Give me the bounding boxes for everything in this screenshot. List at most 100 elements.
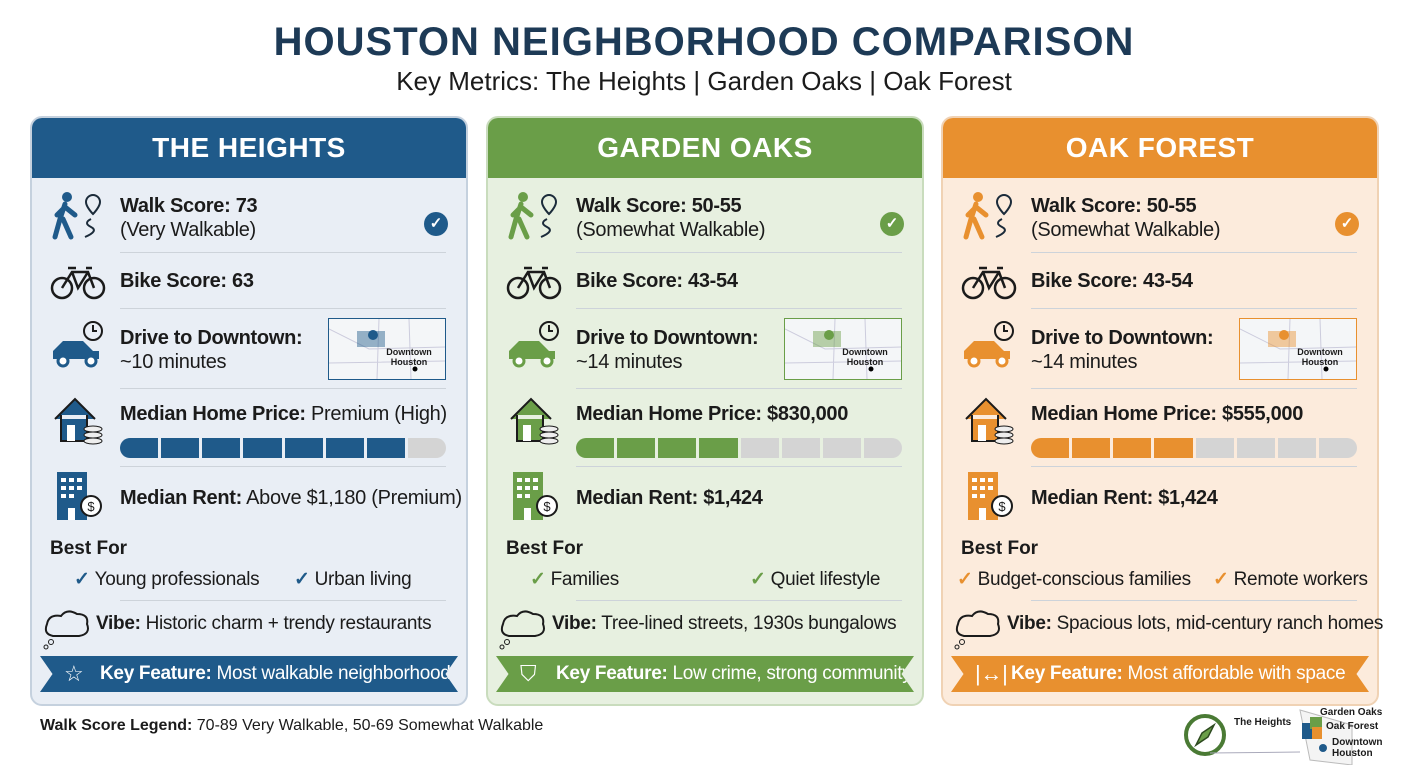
walk-score: Walk Score: 73	[120, 195, 258, 217]
home-price-row: Median Home Price: $555,000	[943, 394, 1377, 466]
divider	[576, 252, 902, 253]
divider	[576, 308, 902, 309]
check-icon: ✓	[294, 569, 310, 590]
walk-score-row: Walk Score: 50-55 (Somewhat Walkable) ✓	[943, 190, 1377, 252]
divider	[576, 388, 902, 389]
walk-icon	[504, 190, 564, 242]
thought-cloud-icon	[949, 602, 1009, 654]
house-coins-icon	[504, 394, 564, 446]
key-feature-label: Key Feature:	[100, 663, 212, 684]
home-price-bar	[1031, 438, 1357, 458]
best-for-item: ✓ Urban living	[294, 569, 412, 590]
price-bar-segment	[822, 438, 861, 458]
drive-row: Drive to Downtown: ~14 minutes Downtown H…	[943, 314, 1377, 386]
best-for-item: ✓ Families	[530, 569, 619, 590]
vibe-label: Vibe:	[552, 613, 597, 634]
price-bar-segment	[284, 438, 323, 458]
price-bar-segment	[120, 438, 159, 458]
price-bar-segment	[1195, 438, 1234, 458]
price-bar-segment	[781, 438, 820, 458]
key-feature-ribbon: |↔| Key Feature: Most affordable with sp…	[951, 656, 1369, 692]
divider	[1031, 466, 1357, 467]
bike-icon	[504, 256, 564, 308]
walk-description: (Somewhat Walkable)	[576, 219, 766, 241]
divider	[1031, 600, 1357, 601]
price-bar-segment	[658, 438, 697, 458]
house-coins-icon	[48, 394, 108, 446]
best-for-label: Best For	[506, 538, 584, 559]
rent-label: Median Rent: $1,424	[576, 487, 763, 509]
drive-time: ~10 minutes	[120, 351, 227, 373]
building-dollar-icon: $	[959, 470, 1019, 522]
house-coins-icon	[959, 394, 1019, 446]
price-bar-segment	[202, 438, 241, 458]
divider	[576, 600, 902, 601]
check-circle-icon: ✓	[880, 212, 904, 236]
vibe-row: Vibe: Historic charm + trendy restaurant…	[32, 602, 466, 650]
divider	[120, 252, 446, 253]
bike-icon	[959, 256, 1019, 308]
map-pin-icon	[785, 319, 901, 379]
price-bar-segment	[407, 438, 446, 458]
drive-row: Drive to Downtown: ~10 minutes Downtown H…	[32, 314, 466, 386]
page-title: HOUSTON NEIGHBORHOOD COMPARISON	[273, 20, 1135, 64]
home-price-label: Median Home Price: $830,000	[576, 403, 849, 425]
price-bar-segment	[1072, 438, 1111, 458]
drive-time: ~14 minutes	[576, 351, 683, 373]
rent-row: $ Median Rent: Above $1,180 (Premium)	[32, 468, 466, 528]
best-for-label: Best For	[50, 538, 128, 559]
price-bar-segment	[366, 438, 405, 458]
divider	[1031, 308, 1357, 309]
map-label: Downtown Houston	[842, 347, 888, 367]
walk-description: (Very Walkable)	[120, 219, 256, 241]
key-feature-value: Most affordable with space	[1122, 663, 1346, 684]
walk-icon	[959, 190, 1019, 242]
drive-label: Drive to Downtown:	[576, 327, 759, 349]
svg-text:$: $	[87, 499, 95, 514]
card-oak-forest: OAK FOREST Walk Score: 50-55 (Somewhat Wa…	[941, 116, 1383, 706]
divider	[120, 600, 446, 601]
map-label: Downtown Houston	[1297, 347, 1343, 367]
price-bar-segment	[243, 438, 282, 458]
divider	[1031, 388, 1357, 389]
rent-label: Median Rent:	[120, 487, 242, 509]
bike-score-row: Bike Score: 63	[32, 256, 466, 308]
bike-icon	[48, 256, 108, 308]
vibe-value: Tree-lined streets, 1930s bungalows	[596, 613, 897, 634]
price-bar-segment	[1154, 438, 1193, 458]
walk-score-row: Walk Score: 50-55 (Somewhat Walkable) ✓	[488, 190, 922, 252]
check-icon: ✓	[1213, 569, 1229, 590]
price-bar-segment	[576, 438, 615, 458]
arrows-width-icon: |↔|	[975, 661, 1008, 686]
check-circle-icon: ✓	[424, 212, 448, 236]
divider	[120, 388, 446, 389]
building-dollar-icon: $	[48, 470, 108, 522]
bike-score: Bike Score: 43-54	[576, 270, 738, 292]
vibe-label: Vibe:	[96, 613, 141, 634]
vibe-value: Spacious lots, mid-century ranch homes	[1051, 613, 1384, 634]
card-header: GARDEN OAKS	[488, 118, 922, 178]
thought-cloud-icon	[38, 602, 98, 654]
check-icon: ✓	[74, 569, 90, 590]
walk-score-row: Walk Score: 73 (Very Walkable) ✓	[32, 190, 466, 252]
price-bar-segment	[325, 438, 364, 458]
bike-score: Bike Score: 43-54	[1031, 270, 1193, 292]
mini-map: Downtown Houston	[328, 318, 446, 380]
price-bar-segment	[1318, 438, 1357, 458]
star-icon: ☆	[64, 661, 84, 686]
bike-score-row: Bike Score: 43-54	[488, 256, 922, 308]
drive-label: Drive to Downtown:	[1031, 327, 1214, 349]
thought-cloud-icon	[494, 602, 554, 654]
divider	[120, 308, 446, 309]
locator-map: The Heights Garden Oaks Oak Forest Downt…	[1180, 705, 1400, 765]
rent-row: $ Median Rent: $1,424	[488, 468, 922, 528]
rent-row: $ Median Rent: $1,424	[943, 468, 1377, 528]
rent-value: Above $1,180 (Premium)	[241, 487, 462, 509]
building-dollar-icon: $	[504, 470, 564, 522]
drive-time: ~14 minutes	[1031, 351, 1138, 373]
home-price-value: Premium (High)	[305, 403, 447, 425]
card-header: OAK FOREST	[943, 118, 1377, 178]
price-bar-segment	[161, 438, 200, 458]
card-header: THE HEIGHTS	[32, 118, 466, 178]
key-feature-ribbon: ☆ Key Feature: Most walkable neighborhoo…	[40, 656, 458, 692]
